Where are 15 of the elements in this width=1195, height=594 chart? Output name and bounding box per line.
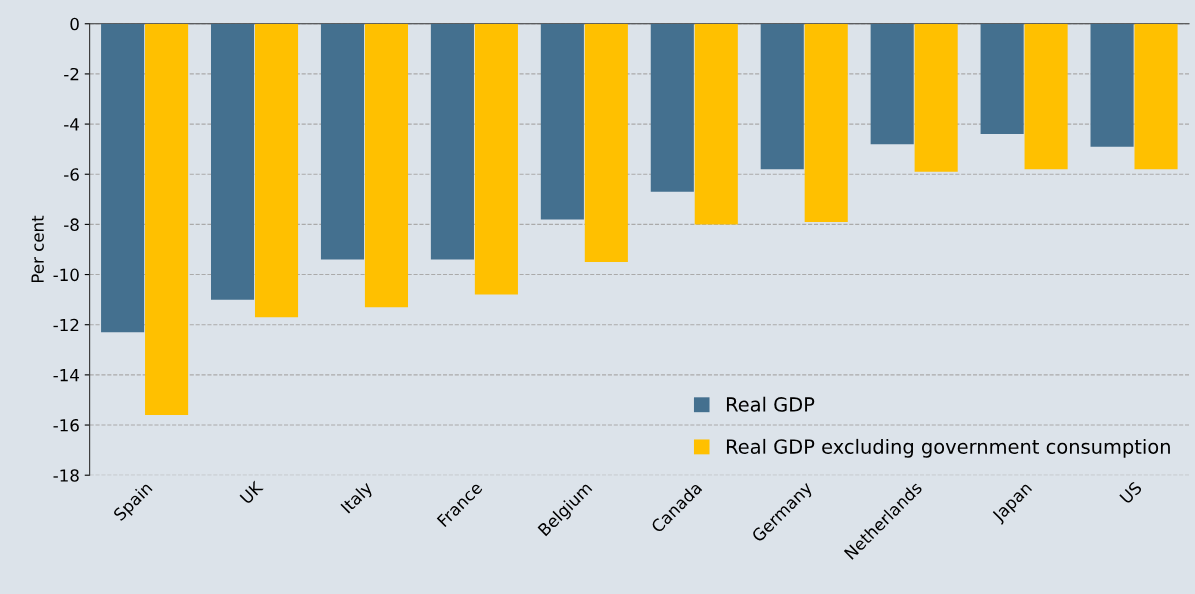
legend-label: Real GDP xyxy=(726,396,815,412)
legend-label: Real GDP excluding government consumption xyxy=(726,438,1170,458)
y-tick-label: -12 xyxy=(53,318,79,332)
y-axis-title: Per cent xyxy=(31,215,44,283)
y-tick-label: -14 xyxy=(53,369,79,382)
y-tick-label: 0 xyxy=(70,17,79,31)
y-tick-label: -18 xyxy=(53,469,79,482)
y-tick-label: -10 xyxy=(53,268,79,282)
y-tick-label: -8 xyxy=(64,218,79,231)
y-tick-label: -4 xyxy=(64,118,79,131)
y-tick-label: -16 xyxy=(53,419,79,432)
x-tick-label: UK xyxy=(239,480,264,505)
x-tick-label: US xyxy=(1119,480,1143,505)
y-tick-label: -2 xyxy=(64,67,79,81)
y-tick-label: -6 xyxy=(64,168,79,181)
